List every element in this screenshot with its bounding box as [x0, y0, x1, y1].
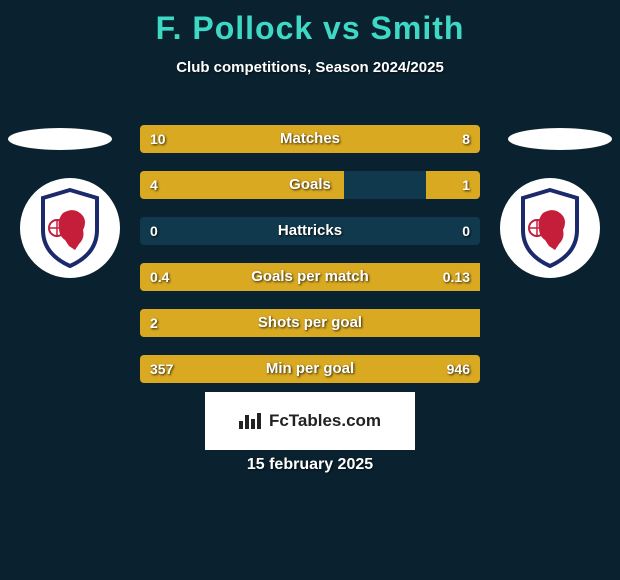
brand-logo: FcTables.com — [205, 392, 415, 450]
stat-row: 2Shots per goal — [140, 309, 480, 337]
stat-value-right: 946 — [447, 355, 470, 383]
stat-value-right: 1 — [462, 171, 470, 199]
comparison-bars: 10Matches84Goals10Hattricks00.4Goals per… — [140, 125, 480, 401]
stat-value-right: 0 — [462, 217, 470, 245]
shield-icon — [35, 188, 105, 268]
stat-row: 0Hattricks0 — [140, 217, 480, 245]
player-ellipse-left — [8, 128, 112, 150]
stat-row: 0.4Goals per match0.13 — [140, 263, 480, 291]
stat-row: 357Min per goal946 — [140, 355, 480, 383]
bars-icon — [239, 413, 263, 429]
stat-label: Matches — [140, 125, 480, 153]
stat-value-right: 0.13 — [443, 263, 470, 291]
stat-label: Shots per goal — [140, 309, 480, 337]
shield-icon — [515, 188, 585, 268]
stat-row: 4Goals1 — [140, 171, 480, 199]
stat-label: Hattricks — [140, 217, 480, 245]
subtitle: Club competitions, Season 2024/2025 — [0, 59, 620, 76]
club-crest-right — [500, 178, 600, 278]
stat-row: 10Matches8 — [140, 125, 480, 153]
stat-label: Goals — [140, 171, 480, 199]
date-label: 15 february 2025 — [0, 456, 620, 474]
page-title: F. Pollock vs Smith — [0, 0, 620, 47]
club-crest-left — [20, 178, 120, 278]
player-ellipse-right — [508, 128, 612, 150]
brand-text: FcTables.com — [269, 411, 381, 431]
stat-label: Min per goal — [140, 355, 480, 383]
comparison-infographic: F. Pollock vs Smith Club competitions, S… — [0, 0, 620, 580]
stat-value-right: 8 — [462, 125, 470, 153]
stat-label: Goals per match — [140, 263, 480, 291]
